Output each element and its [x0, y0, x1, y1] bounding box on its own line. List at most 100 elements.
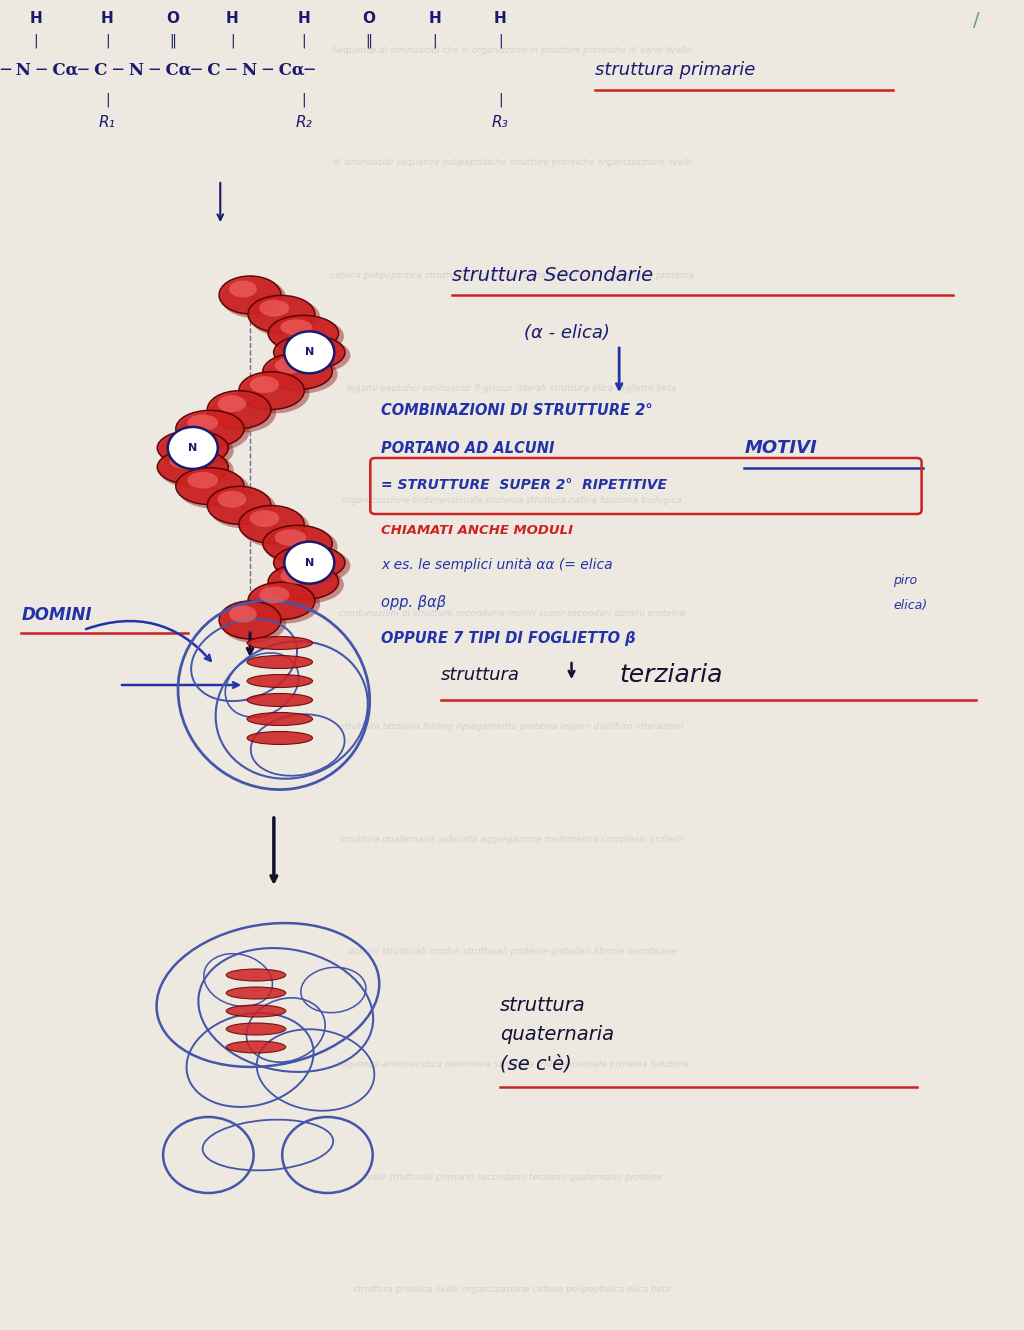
Ellipse shape [248, 295, 314, 332]
Ellipse shape [275, 338, 350, 374]
Text: R₁: R₁ [98, 114, 116, 129]
Circle shape [285, 331, 334, 374]
Text: N: N [305, 347, 314, 358]
Ellipse shape [207, 487, 271, 524]
Ellipse shape [219, 601, 281, 638]
Text: |: | [301, 33, 306, 48]
Text: H: H [30, 11, 42, 25]
Ellipse shape [264, 355, 338, 394]
Ellipse shape [176, 411, 244, 447]
Ellipse shape [274, 529, 306, 545]
Ellipse shape [270, 567, 344, 604]
Text: = STRUTTURE  SUPER 2°  RIPETITIVE: = STRUTTURE SUPER 2° RIPETITIVE [381, 477, 667, 492]
Text: O: O [362, 11, 376, 25]
Ellipse shape [170, 434, 202, 450]
Text: struttura: struttura [440, 666, 519, 684]
Text: |: | [301, 92, 306, 106]
Text: H: H [428, 11, 441, 25]
Ellipse shape [268, 315, 339, 351]
Text: N: N [305, 557, 314, 568]
Ellipse shape [270, 318, 344, 355]
Text: O: O [166, 11, 179, 25]
Ellipse shape [209, 488, 276, 528]
Ellipse shape [247, 656, 312, 669]
Circle shape [285, 541, 334, 584]
Ellipse shape [247, 732, 312, 745]
Text: |: | [104, 92, 110, 106]
Ellipse shape [241, 508, 309, 547]
Ellipse shape [218, 491, 247, 508]
Ellipse shape [248, 583, 314, 620]
Text: struttura
quaternaria
(se c'è): struttura quaternaria (se c'è) [500, 996, 614, 1075]
Ellipse shape [187, 415, 218, 431]
Text: struttura quaternaria subunità aggregazione multimerica complessi proteici: struttura quaternaria subunità aggregazi… [340, 835, 684, 843]
Ellipse shape [275, 548, 350, 584]
Ellipse shape [229, 605, 257, 622]
Text: struttura Secondarie: struttura Secondarie [453, 266, 653, 285]
Ellipse shape [259, 587, 290, 604]
Text: DOMINI: DOMINI [22, 606, 92, 624]
Text: |: | [498, 33, 503, 48]
Ellipse shape [159, 432, 233, 469]
Ellipse shape [274, 358, 306, 374]
Text: |: | [432, 33, 437, 48]
Ellipse shape [207, 391, 271, 428]
Text: CHIAMATI ANCHE MODULI: CHIAMATI ANCHE MODULI [381, 524, 573, 536]
Ellipse shape [273, 335, 345, 370]
Ellipse shape [247, 637, 312, 649]
Text: ‖: ‖ [366, 33, 373, 48]
Ellipse shape [176, 468, 244, 504]
Text: elica): elica) [893, 598, 927, 612]
Text: H: H [297, 11, 310, 25]
Ellipse shape [281, 568, 312, 584]
Ellipse shape [226, 1041, 286, 1053]
Ellipse shape [170, 454, 202, 469]
Text: R₃: R₃ [492, 114, 509, 129]
Ellipse shape [286, 339, 318, 354]
Text: livelli strutturali primario secondario terziario quaternario proteine: livelli strutturali primario secondario … [361, 1173, 663, 1182]
Ellipse shape [250, 509, 280, 527]
Text: R₂: R₂ [295, 114, 312, 129]
Text: domini strutturali moduli strutturali proteine globulari fibrose membrane: domini strutturali moduli strutturali pr… [348, 947, 676, 956]
Ellipse shape [239, 505, 304, 543]
Text: COMBINAZIONI DI STRUTTURE 2°: COMBINAZIONI DI STRUTTURE 2° [381, 403, 652, 418]
Ellipse shape [263, 525, 333, 561]
Text: PORTANO AD ALCUNI: PORTANO AD ALCUNI [381, 440, 565, 455]
Text: (α - elica): (α - elica) [524, 325, 609, 342]
Ellipse shape [218, 395, 247, 412]
Ellipse shape [187, 472, 218, 488]
Text: terziaria: terziaria [620, 662, 723, 688]
Text: Sequenze di aminoacidi che si organizzano in strutture proteiche di vario livell: Sequenze di aminoacidi che si organizzan… [332, 45, 692, 55]
Text: |: | [498, 92, 503, 106]
Ellipse shape [209, 392, 276, 432]
Ellipse shape [247, 713, 312, 725]
Ellipse shape [250, 376, 280, 394]
Ellipse shape [281, 319, 312, 335]
Text: struttura terziaria folding ripiegamento proteina legami disolfuro interazioni: struttura terziaria folding ripiegamento… [340, 722, 684, 732]
Text: legami peptidici aminoacidi R gruppi laterali struttura elica foglietto beta: legami peptidici aminoacidi R gruppi lat… [347, 383, 677, 392]
Text: MOTIVI: MOTIVI [744, 439, 817, 458]
Ellipse shape [286, 549, 318, 564]
Ellipse shape [247, 693, 312, 706]
Ellipse shape [158, 431, 228, 466]
Text: N: N [188, 443, 198, 454]
Circle shape [168, 427, 218, 469]
Text: |: | [34, 33, 38, 48]
Text: |: | [104, 33, 110, 48]
Ellipse shape [241, 374, 309, 414]
Ellipse shape [273, 545, 345, 580]
Ellipse shape [264, 528, 338, 565]
Ellipse shape [221, 278, 286, 318]
Text: combinazioni di strutture secondarie motivi super-secondari domini proteine: combinazioni di strutture secondarie mot… [339, 609, 685, 618]
Ellipse shape [159, 452, 233, 488]
Text: |: | [229, 33, 234, 48]
Ellipse shape [226, 1023, 286, 1035]
Ellipse shape [250, 298, 321, 336]
Text: ─ N ─ Cα─ C ─ N ─ Cα─ C ─ N ─ Cα─: ─ N ─ Cα─ C ─ N ─ Cα─ C ─ N ─ Cα─ [0, 61, 314, 78]
Text: x es. le semplici unità αα (= elica: x es. le semplici unità αα (= elica [381, 557, 612, 572]
Ellipse shape [177, 469, 250, 508]
Ellipse shape [177, 412, 250, 451]
Text: opp. βαβ: opp. βαβ [381, 595, 446, 609]
Ellipse shape [219, 277, 281, 314]
Ellipse shape [250, 584, 321, 624]
